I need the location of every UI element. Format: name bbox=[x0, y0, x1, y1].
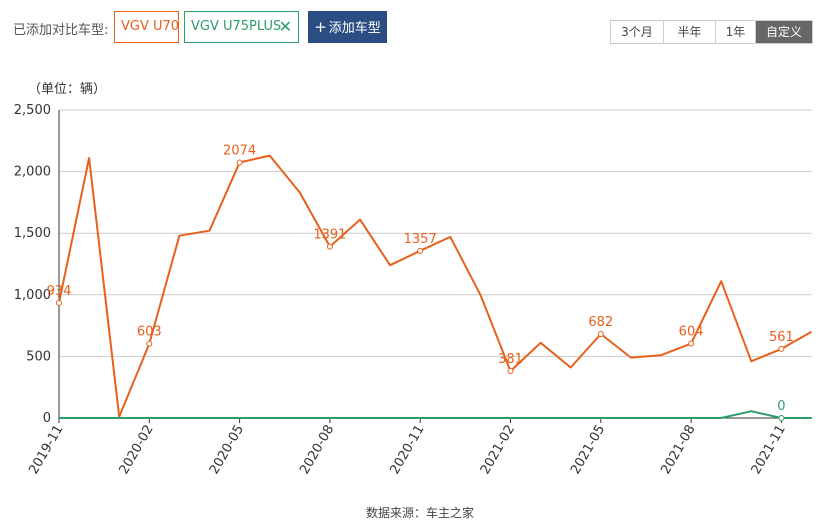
x-tick-label: 2020-05 bbox=[207, 423, 247, 478]
data-point bbox=[597, 330, 604, 337]
time-range-selector: 3个月 半年 1年 自定义 bbox=[610, 20, 813, 44]
data-label: 1357 bbox=[404, 232, 437, 247]
x-tick-label: 2020-11 bbox=[388, 423, 428, 478]
data-source-note: 数据来源：车主之家 bbox=[365, 506, 474, 520]
data-label: 561 bbox=[769, 330, 794, 345]
data-label: 934 bbox=[47, 284, 72, 299]
y-tick-label: 2,000 bbox=[14, 165, 51, 180]
series-line-vgv-u75plus bbox=[59, 410, 812, 419]
series-lines bbox=[56, 154, 812, 421]
data-point bbox=[688, 340, 695, 347]
grid-lines bbox=[59, 109, 812, 357]
model-tag-vgv-u75plus[interactable]: VGV U75PLUS ✕ bbox=[184, 11, 299, 43]
data-label: 2074 bbox=[223, 143, 256, 158]
data-label: 1391 bbox=[313, 228, 346, 243]
unit-label: （单位：辆） bbox=[28, 82, 107, 97]
data-labels: 934 603 2074 1391 1357 381 682 604 561 0 bbox=[47, 143, 794, 414]
data-point bbox=[417, 247, 424, 254]
data-label: 682 bbox=[588, 315, 613, 330]
y-tick-label: 2,500 bbox=[14, 103, 51, 118]
add-model-label: 添加车型 bbox=[328, 21, 381, 36]
data-point bbox=[507, 368, 514, 375]
x-tick-label: 2021-11 bbox=[749, 423, 789, 478]
y-tick-label: 0 bbox=[43, 411, 51, 426]
range-custom-button[interactable]: 自定义 bbox=[756, 21, 812, 43]
close-icon[interactable]: ✕ bbox=[278, 17, 292, 36]
model-tag-label: VGV U75PLUS bbox=[191, 19, 282, 34]
model-tag-label: VGV U70 bbox=[121, 19, 180, 34]
x-tick-label: 2021-02 bbox=[478, 423, 518, 478]
x-tick-label: 2020-08 bbox=[297, 423, 337, 478]
x-tick-label: 2019-11 bbox=[26, 423, 66, 478]
y-tick-label: 1,000 bbox=[14, 288, 51, 303]
plus-icon: + bbox=[314, 18, 327, 36]
x-tick-label: 2021-08 bbox=[658, 423, 698, 478]
data-point bbox=[326, 243, 333, 250]
x-tick-label: 2020-02 bbox=[117, 423, 157, 478]
range-3-months-button[interactable]: 3个月 bbox=[611, 21, 664, 43]
toolbar: 已添加对比车型: VGV U70 VGV U75PLUS ✕ + 添加车型 3个月… bbox=[0, 0, 840, 60]
series-line-vgv-u70 bbox=[58, 154, 812, 418]
data-label: 603 bbox=[137, 325, 162, 340]
y-tick-label: 500 bbox=[26, 349, 51, 364]
range-half-year-button[interactable]: 半年 bbox=[664, 21, 716, 43]
data-label: 0 bbox=[777, 399, 785, 414]
add-model-button[interactable]: + 添加车型 bbox=[308, 11, 387, 43]
model-tag-vgv-u70[interactable]: VGV U70 bbox=[114, 11, 179, 43]
data-label: 381 bbox=[498, 352, 523, 367]
data-point bbox=[56, 299, 62, 306]
range-1-year-button[interactable]: 1年 bbox=[716, 21, 756, 43]
axes: 0 500 1,000 1,500 2,000 2,500 2019-11 2020-02 20… bbox=[14, 103, 812, 477]
data-label: 604 bbox=[679, 325, 704, 340]
data-point bbox=[778, 415, 785, 421]
data-point bbox=[236, 159, 243, 166]
data-point bbox=[146, 340, 153, 347]
added-models-label: 已添加对比车型: bbox=[13, 23, 109, 38]
x-tick-label: 2021-05 bbox=[568, 423, 608, 478]
data-point bbox=[778, 345, 785, 352]
y-tick-label: 1,500 bbox=[14, 226, 51, 241]
